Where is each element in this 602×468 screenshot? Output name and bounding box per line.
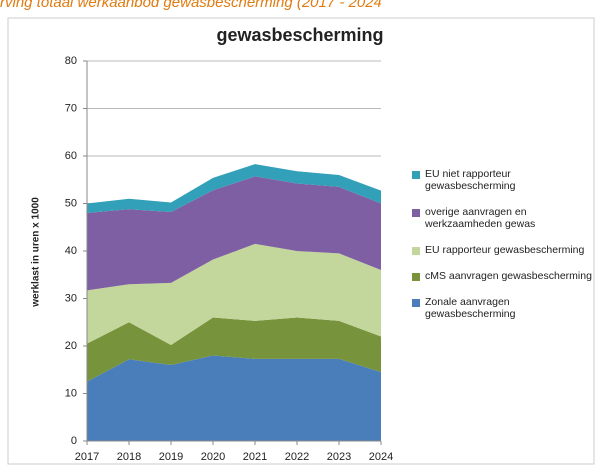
y-axis-label: werklast in uren x 1000 — [31, 197, 42, 308]
legend-item: EU niet rapporteur gewasbescherming — [412, 168, 600, 192]
y-tick-label: 60 — [65, 150, 77, 162]
x-tick-label: 2022 — [285, 451, 309, 463]
legend-label: cMS aanvragen gewasbescherming — [425, 270, 592, 282]
area — [87, 317, 381, 382]
y-tick-label: 10 — [65, 387, 77, 399]
legend-swatch — [412, 247, 420, 255]
legend-label: overige aanvragen en werkzaamheden gewas — [425, 206, 536, 230]
legend-item: Zonale aanvragen gewasbescherming — [412, 296, 600, 320]
area — [87, 355, 381, 441]
legend-item: EU rapporteur gewasbescherming — [412, 244, 600, 256]
chart-title: gewasbescherming — [216, 25, 383, 45]
legend: EU niet rapporteur gewasbescherming overi… — [412, 168, 600, 334]
area — [87, 176, 381, 291]
header-text: rving totaal werkaanbod gewasbescherming… — [0, 0, 382, 11]
legend-swatch — [412, 299, 420, 307]
legend-label: EU niet rapporteur gewasbescherming — [425, 168, 516, 192]
x-tick-label: 2024 — [369, 451, 393, 463]
legend-label: EU rapporteur gewasbescherming — [425, 244, 585, 256]
x-tick-label: 2018 — [117, 451, 141, 463]
y-tick-label: 0 — [71, 435, 77, 447]
legend-swatch — [412, 273, 420, 281]
y-tick-label: 20 — [65, 340, 77, 352]
legend-swatch — [412, 171, 420, 179]
y-tick-label: 50 — [65, 197, 77, 209]
x-tick-label: 2021 — [243, 451, 267, 463]
legend-item: cMS aanvragen gewasbescherming — [412, 270, 600, 282]
y-tick-label: 30 — [65, 292, 77, 304]
x-tick-label: 2020 — [201, 451, 225, 463]
x-tick-label: 2023 — [327, 451, 351, 463]
x-tick-label: 2017 — [75, 451, 99, 463]
y-tick-label: 80 — [65, 55, 77, 67]
area — [87, 164, 381, 213]
y-tick-label: 40 — [65, 245, 77, 257]
x-tick-label: 2019 — [159, 451, 183, 463]
legend-item: overige aanvragen en werkzaamheden gewas — [412, 206, 600, 230]
legend-label: Zonale aanvragen gewasbescherming — [425, 296, 516, 320]
y-tick-label: 70 — [65, 102, 77, 114]
legend-swatch — [412, 209, 420, 217]
area — [87, 243, 381, 346]
